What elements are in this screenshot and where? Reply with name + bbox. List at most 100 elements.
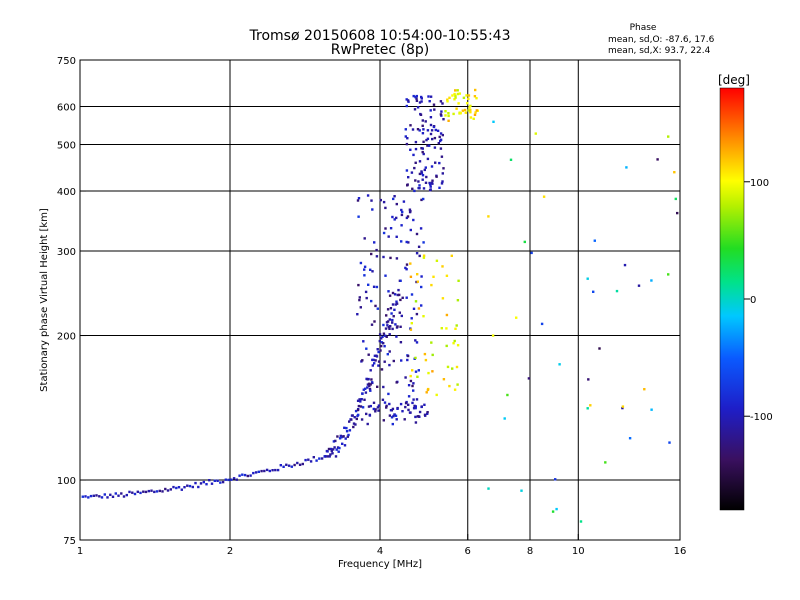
- data-point: [458, 92, 461, 95]
- data-point: [421, 150, 424, 154]
- data-point: [446, 98, 449, 101]
- data-point: [356, 313, 359, 316]
- data-point: [128, 490, 131, 494]
- data-point: [413, 404, 416, 408]
- data-point: [436, 129, 440, 132]
- data-point: [466, 102, 469, 105]
- data-point: [475, 97, 478, 100]
- data-point: [260, 469, 263, 473]
- data-point: [386, 324, 389, 327]
- data-point: [384, 227, 387, 230]
- data-point: [415, 99, 419, 102]
- data-point: [373, 362, 376, 365]
- data-point: [391, 303, 395, 306]
- data-point: [227, 478, 230, 482]
- data-point: [405, 216, 409, 220]
- data-point: [235, 478, 238, 481]
- data-point: [380, 368, 384, 371]
- data-point: [621, 405, 625, 408]
- data-point: [439, 132, 443, 135]
- data-point: [491, 334, 495, 337]
- data-point: [359, 405, 363, 408]
- y-tick-label: 75: [63, 536, 76, 547]
- data-point: [402, 200, 406, 203]
- data-point: [452, 112, 455, 116]
- data-point: [372, 285, 376, 288]
- data-point: [434, 128, 437, 132]
- data-point: [416, 128, 420, 131]
- data-point: [442, 118, 445, 121]
- data-point: [420, 100, 423, 103]
- data-point: [454, 89, 457, 92]
- data-point: [417, 180, 420, 183]
- data-point: [674, 197, 677, 201]
- data-point: [385, 406, 388, 409]
- data-point: [155, 490, 159, 493]
- data-point: [377, 404, 381, 407]
- data-point: [117, 494, 120, 497]
- data-point: [394, 323, 397, 326]
- data-point: [399, 298, 402, 302]
- data-point: [586, 407, 589, 410]
- data-point: [376, 385, 379, 388]
- data-point: [415, 97, 418, 100]
- data-point: [358, 398, 361, 401]
- data-point: [420, 275, 423, 278]
- data-point: [396, 293, 399, 297]
- data-point: [422, 241, 425, 244]
- data-point: [372, 407, 375, 411]
- data-point: [593, 239, 596, 242]
- data-point: [441, 172, 444, 175]
- data-point: [364, 387, 367, 390]
- data-point: [379, 198, 382, 202]
- data-point: [329, 453, 332, 456]
- data-point: [431, 370, 434, 373]
- data-point: [579, 520, 583, 523]
- data-point: [357, 404, 361, 408]
- data-point: [412, 407, 416, 410]
- data-point: [166, 489, 170, 492]
- data-point: [290, 465, 293, 468]
- data-point: [388, 294, 392, 297]
- y-tick-label: 400: [57, 187, 76, 198]
- data-point: [439, 100, 443, 103]
- data-point: [455, 365, 459, 369]
- data-point: [340, 436, 343, 439]
- data-point: [361, 392, 364, 395]
- data-point: [238, 474, 241, 477]
- data-point: [351, 414, 354, 417]
- data-point: [406, 354, 410, 358]
- data-point: [343, 426, 346, 429]
- data-point: [445, 327, 448, 330]
- data-point: [414, 161, 417, 164]
- data-point: [161, 490, 164, 493]
- data-point: [296, 461, 299, 465]
- data-point: [370, 299, 373, 303]
- data-point: [384, 334, 387, 337]
- data-point: [330, 449, 333, 453]
- data-point: [440, 114, 443, 117]
- data-point: [158, 489, 161, 493]
- data-point: [407, 100, 410, 103]
- data-point: [360, 398, 363, 401]
- data-point: [456, 92, 460, 96]
- data-point: [230, 478, 233, 481]
- data-point: [98, 495, 101, 498]
- data-point: [103, 493, 106, 496]
- data-point: [388, 414, 392, 417]
- data-point: [467, 94, 471, 97]
- data-point: [469, 116, 473, 119]
- data-point: [432, 125, 436, 129]
- data-point: [325, 455, 328, 458]
- data-point: [405, 240, 408, 244]
- data-point: [407, 176, 410, 179]
- data-point: [391, 215, 394, 219]
- data-point: [271, 469, 274, 472]
- data-point: [342, 435, 345, 438]
- data-point: [426, 388, 430, 392]
- data-point: [440, 155, 444, 158]
- data-point: [399, 402, 403, 406]
- data-point: [375, 248, 378, 252]
- data-point: [428, 181, 431, 185]
- data-point: [439, 147, 443, 150]
